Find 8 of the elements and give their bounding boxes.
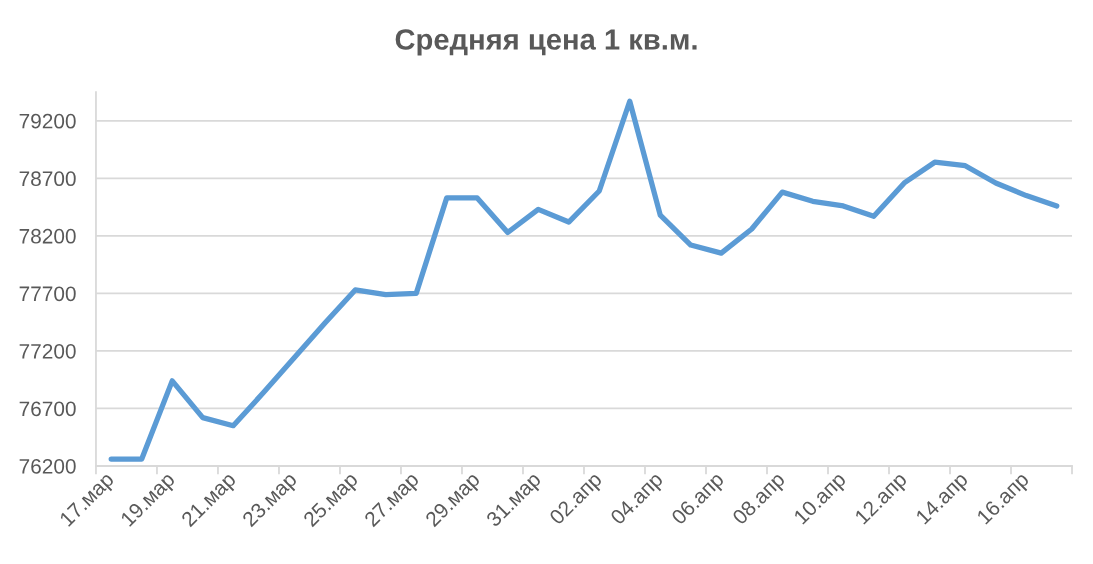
y-tick-label: 76200 [19, 458, 76, 474]
chart-title: Средняя цена 1 кв.м. [395, 29, 697, 56]
y-tick-label: 78200 [19, 228, 76, 244]
y-tick-label: 78700 [19, 171, 76, 187]
y-tick-label: 79200 [19, 113, 76, 129]
y-tick-label: 77700 [19, 286, 76, 302]
y-tick-label: 76700 [19, 401, 76, 417]
y-tick-label: 77200 [19, 343, 76, 359]
